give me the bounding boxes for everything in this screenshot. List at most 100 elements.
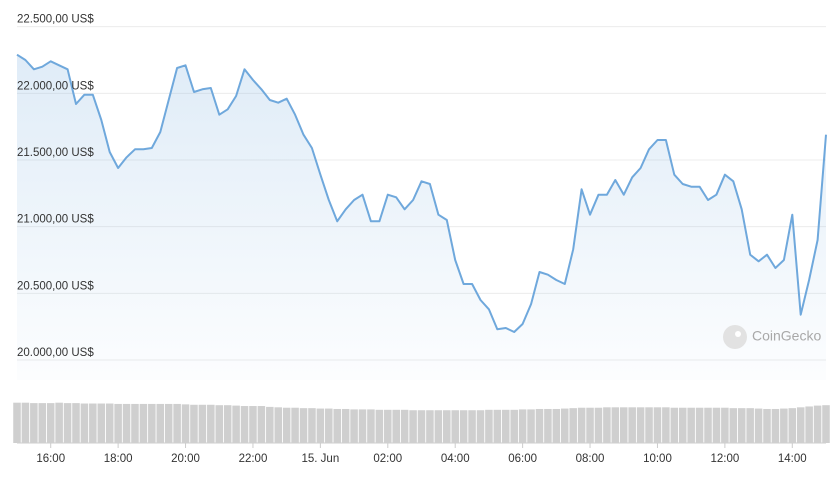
volume-bar xyxy=(30,403,38,443)
volume-bar xyxy=(560,408,569,443)
x-tick-label: 02:00 xyxy=(373,453,402,465)
volume-bar xyxy=(569,408,577,443)
volume-bar xyxy=(594,407,603,443)
volume-bar xyxy=(459,410,468,443)
volume-bar xyxy=(653,407,662,443)
volume-bar xyxy=(577,407,586,443)
volume-bar xyxy=(527,409,535,443)
volume-bar xyxy=(215,405,224,443)
volume-bar xyxy=(670,407,679,443)
volume-bar xyxy=(89,403,97,443)
volume-bar xyxy=(434,410,443,443)
volume-bar xyxy=(426,410,434,443)
volume-bar xyxy=(754,408,763,443)
volume-bar xyxy=(207,404,215,443)
volume-bar xyxy=(316,408,325,443)
volume-bar xyxy=(400,409,409,443)
volume-bar xyxy=(619,407,628,443)
y-tick-label: 22.000,00 US$ xyxy=(17,80,94,92)
logo-eye xyxy=(735,331,741,337)
volume-bar xyxy=(358,409,367,443)
volume-bar xyxy=(97,403,106,443)
volume-bar xyxy=(164,403,173,443)
volume-bar xyxy=(105,403,114,443)
volume-bar xyxy=(55,402,63,443)
volume-bar xyxy=(451,410,459,443)
volume-bar xyxy=(763,408,771,443)
volume-bar xyxy=(257,406,266,443)
volume-bar xyxy=(476,410,485,443)
volume-bar xyxy=(788,408,797,443)
volume-bar xyxy=(552,408,561,443)
volume-bar xyxy=(274,407,283,443)
volume-bar xyxy=(223,405,232,443)
x-tick-label: 08:00 xyxy=(576,453,605,465)
volume-bar xyxy=(628,407,636,443)
volume-bar xyxy=(181,404,190,443)
volume-bar xyxy=(611,407,620,443)
volume-bar xyxy=(746,408,754,443)
volume-bar xyxy=(518,409,527,443)
volume-bar xyxy=(341,408,350,443)
volume-bar xyxy=(367,409,375,443)
volume-bar xyxy=(249,406,257,443)
volume-bar xyxy=(122,403,131,443)
x-tick-label: 12:00 xyxy=(710,453,739,465)
volume-bar xyxy=(190,404,198,443)
volume-bar xyxy=(493,409,502,443)
volume-bar xyxy=(325,408,333,443)
volume-bar xyxy=(21,402,30,443)
y-tick-label: 20.500,00 US$ xyxy=(17,280,94,292)
volume-bar xyxy=(173,403,181,443)
volume-bar xyxy=(198,404,207,443)
volume-bar xyxy=(308,408,316,443)
volume-bar xyxy=(687,407,695,443)
volume-bar xyxy=(282,407,291,443)
volume-bar xyxy=(392,409,400,443)
volume-bar xyxy=(375,409,384,443)
volume-bar xyxy=(139,403,148,443)
price-area xyxy=(17,54,826,380)
volume-bar xyxy=(156,403,165,443)
volume-bar xyxy=(291,407,299,443)
volume-bar xyxy=(712,407,721,443)
logo xyxy=(723,325,747,349)
volume-bar xyxy=(662,407,670,443)
volume-bar xyxy=(485,409,493,443)
volume-bar xyxy=(38,403,47,443)
volume-bar xyxy=(46,403,55,443)
volume-bar xyxy=(148,403,156,443)
volume-bar xyxy=(535,408,544,443)
x-tick-label: 10:00 xyxy=(643,453,672,465)
x-tick-label: 18:00 xyxy=(104,453,133,465)
watermark: CoinGecko xyxy=(752,328,821,344)
y-tick-label: 21.000,00 US$ xyxy=(17,214,94,226)
volume-bar xyxy=(502,409,510,443)
volume-bar xyxy=(780,408,788,443)
volume-bar xyxy=(114,403,122,443)
volume-bar xyxy=(796,407,805,443)
volume-bar xyxy=(678,407,687,443)
volume-bar xyxy=(299,408,308,443)
volume-bar xyxy=(695,407,704,443)
x-tick-label: 06:00 xyxy=(508,453,537,465)
volume-bar xyxy=(813,405,822,443)
volume-bar xyxy=(771,408,780,443)
volume-bar xyxy=(417,410,426,443)
volume-bar xyxy=(240,406,249,443)
volume-bar xyxy=(729,408,738,443)
x-tick-label: 22:00 xyxy=(239,453,268,465)
volume-bar xyxy=(409,410,417,443)
volume-bar xyxy=(80,403,89,443)
y-tick-label: 20.000,00 US$ xyxy=(17,347,94,359)
volume-bar xyxy=(333,408,341,443)
volume-bar xyxy=(721,407,729,443)
volume-bar xyxy=(468,410,476,443)
volume-bar xyxy=(266,406,274,443)
y-tick-label: 21.500,00 US$ xyxy=(17,147,94,159)
y-tick-label: 22.500,00 US$ xyxy=(17,14,94,26)
volume-bar xyxy=(645,407,653,443)
volume-bar xyxy=(443,410,451,443)
